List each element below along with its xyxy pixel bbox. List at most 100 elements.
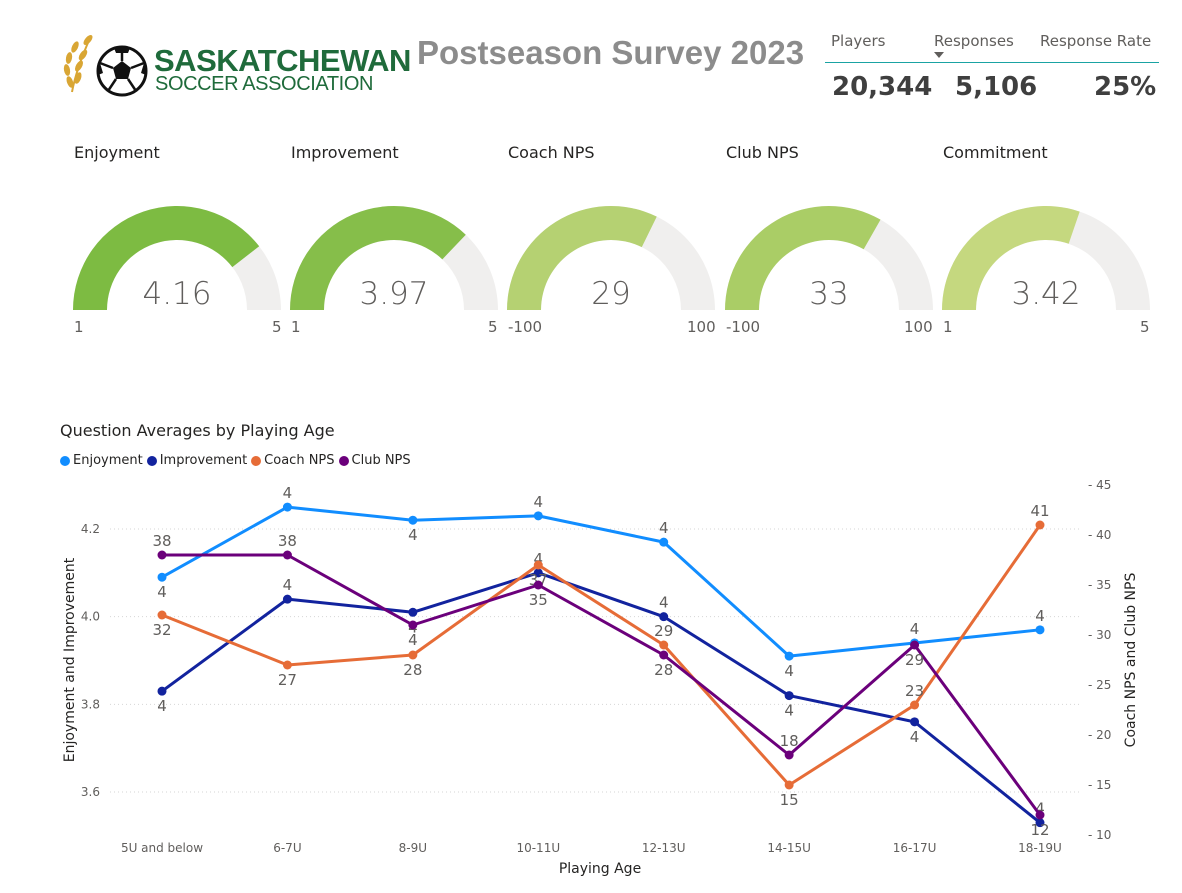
data-label: 18 [780,732,799,750]
data-label: 4 [534,550,544,568]
kpi-responses-value: 5,106 [955,72,1038,102]
data-point[interactable] [157,550,167,560]
data-label: 15 [780,791,799,809]
data-point[interactable] [659,612,669,622]
data-point[interactable] [408,620,418,630]
sort-descending-icon[interactable] [934,52,944,58]
data-label: 4 [659,594,669,612]
data-point[interactable] [533,580,543,590]
legend-item-coach-nps[interactable]: Coach NPS [251,453,335,468]
x-tick-label: 16-17U [893,841,937,855]
gauge-value: 3.42 [1011,276,1080,312]
data-point[interactable] [157,610,167,620]
data-label: 4 [408,526,418,544]
data-label: 4 [910,728,920,746]
data-point[interactable] [1035,810,1045,820]
data-point[interactable] [282,594,292,604]
data-point[interactable] [784,780,794,790]
gauge-improvement-min: 1 [291,318,301,336]
gauge-value: 4.16 [142,276,211,312]
data-label: 37 [529,571,548,589]
x-tick-label: 6-7U [273,841,301,855]
data-label: 4 [283,576,293,594]
data-label: 29 [654,622,673,640]
gauge-value: 33 [809,276,848,312]
data-point[interactable] [784,750,794,760]
chart-legend: Enjoyment Improvement Coach NPS Club NPS [60,453,415,468]
series-line-coach-nps[interactable] [161,524,1042,787]
data-label: 4 [1035,607,1045,625]
gauge-commitment[interactable]: 3.42 [941,196,1151,312]
data-point[interactable] [910,640,920,650]
data-point[interactable] [157,686,167,696]
data-point[interactable] [408,515,418,525]
gauge-fill [507,206,657,310]
series-line-club-nps[interactable] [162,553,1042,816]
data-point[interactable] [659,640,669,650]
kpi-responses-label[interactable]: Responses [934,32,1014,50]
legend-item-enjoyment[interactable]: Enjoyment [60,453,143,468]
y-tick-label: 4.2 [81,522,100,536]
data-point[interactable] [659,650,669,660]
chart-title: Question Averages by Playing Age [60,421,335,440]
legend-dot-icon [60,455,70,466]
data-label: 38 [152,532,171,550]
data-label: 4 [157,697,167,715]
data-point[interactable] [910,717,920,727]
gauge-improvement[interactable]: 3.97 [289,196,499,312]
data-point[interactable] [157,572,167,582]
data-point[interactable] [784,651,794,661]
wheat-soccer-ball-icon [63,35,148,97]
data-label: 4 [157,583,167,601]
data-label: 4 [784,662,794,680]
legend-item-club-nps[interactable]: Club NPS [338,453,411,468]
data-label: 4 [784,702,794,720]
data-point[interactable] [1035,818,1045,828]
data-point[interactable] [408,650,418,660]
x-tick-label: 10-11U [516,841,560,855]
data-label: 12 [1030,821,1049,839]
data-point[interactable] [533,568,543,578]
gauge-fill [290,205,466,310]
legend-dot-icon [146,455,157,466]
y-axis-title: Enjoyment and Improvement [62,557,78,762]
legend-item-improvement[interactable]: Improvement [146,453,247,468]
y-tick-label: 3.8 [81,697,100,711]
data-point[interactable] [282,660,292,670]
data-point[interactable] [282,550,292,560]
gauge-value: 3.97 [359,276,428,312]
y2-tick-label: - 15 [1088,778,1111,792]
data-label: 4 [1035,800,1045,818]
data-label: 38 [278,532,297,550]
data-label: 28 [654,661,673,679]
gauge-coach-nps-min: -100 [508,318,543,336]
gauge-club-nps-title: Club NPS [726,143,799,162]
gauge-coach-nps[interactable]: 29 [506,196,716,312]
gauge-club-nps-min: -100 [726,318,761,336]
data-point[interactable] [659,537,669,547]
series-line-enjoyment[interactable] [161,505,1041,658]
kpi-players-label: Players [831,32,886,50]
data-point[interactable] [533,560,543,570]
data-point[interactable] [910,700,920,710]
data-point[interactable] [408,607,418,617]
y2-tick-label: - 10 [1088,828,1111,842]
data-point[interactable] [282,502,292,512]
legend-dot-icon [251,455,262,466]
gauge-commitment-max: 5 [1140,318,1150,336]
data-point[interactable] [533,511,543,521]
gauge-club-nps-max: 100 [904,318,933,336]
gauge-club-nps[interactable]: 33 [724,196,934,312]
kpi-response-rate-label: Response Rate [1040,32,1152,50]
y2-tick-label: - 40 [1088,528,1111,542]
x-tick-label: 5U and below [121,841,203,855]
data-point[interactable] [1035,625,1045,635]
gauge-coach-nps-max: 100 [687,318,716,336]
line-chart[interactable]: 3.6 3.8 4.0 4.2 - 10 - 15 - 20 - 25 - 30 - 35 - 40… [0,470,1182,893]
kpi-divider [825,62,1159,63]
data-point[interactable] [784,691,794,701]
y2-tick-label: - 45 [1088,478,1111,492]
y2-tick-label: - 25 [1088,678,1111,692]
gauge-enjoyment[interactable]: 4.16 [72,196,282,312]
data-point[interactable] [1035,520,1045,530]
